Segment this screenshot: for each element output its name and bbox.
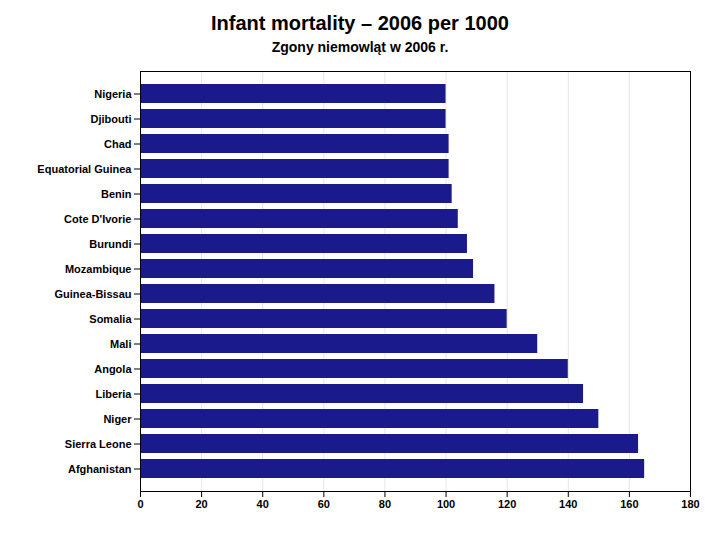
svg-text:20: 20: [195, 498, 207, 510]
svg-text:Cote D'Ivorie: Cote D'Ivorie: [64, 213, 131, 225]
svg-text:120: 120: [498, 498, 516, 510]
svg-text:0: 0: [137, 498, 143, 510]
svg-text:Guinea-Bissau: Guinea-Bissau: [54, 288, 131, 300]
svg-text:180: 180: [681, 498, 699, 510]
svg-text:Nigeria: Nigeria: [94, 88, 132, 100]
svg-text:Mali: Mali: [110, 338, 131, 350]
svg-text:Angola: Angola: [94, 363, 132, 375]
svg-text:Benin: Benin: [101, 188, 132, 200]
svg-text:Chad: Chad: [104, 138, 132, 150]
svg-text:Sierra Leone: Sierra Leone: [65, 438, 132, 450]
svg-text:Somalia: Somalia: [89, 313, 132, 325]
svg-text:Liberia: Liberia: [95, 388, 132, 400]
svg-text:80: 80: [379, 498, 391, 510]
svg-text:Mozambique: Mozambique: [65, 263, 132, 275]
html-text:Zgony niemowląt w 2006 r.: Zgony niemowląt w 2006 r.: [271, 39, 449, 55]
svg-text:Afghanistan: Afghanistan: [68, 463, 132, 475]
svg-text:40: 40: [257, 498, 269, 510]
svg-text:140: 140: [559, 498, 577, 510]
svg-text:Burundi: Burundi: [89, 238, 131, 250]
svg-text:100: 100: [437, 498, 455, 510]
svg-text:160: 160: [620, 498, 638, 510]
svg-text:Equatorial Guinea: Equatorial Guinea: [37, 163, 132, 175]
svg-text:Niger: Niger: [103, 413, 132, 425]
svg-text:60: 60: [318, 498, 330, 510]
html-text:Infant mortality – 2006 per 10: Infant mortality – 2006 per 1000: [211, 12, 509, 34]
svg-text:Djibouti: Djibouti: [91, 113, 132, 125]
